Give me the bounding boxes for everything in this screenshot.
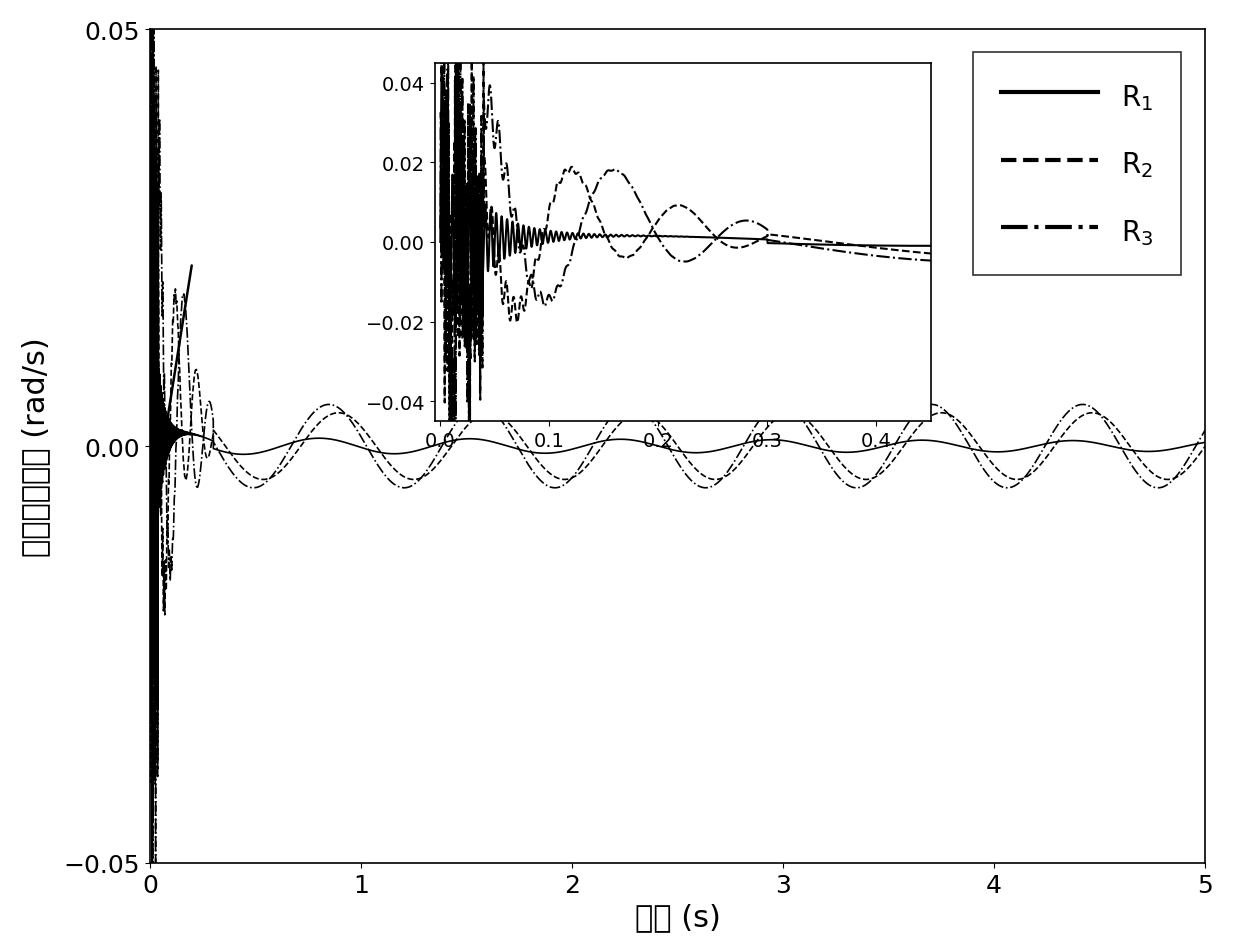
Y-axis label: 速度响应误差 (rad/s): 速度响应误差 (rad/s) [21,337,49,556]
Legend: R$_1$, R$_2$, R$_3$: R$_1$, R$_2$, R$_3$ [974,52,1181,276]
X-axis label: 时间 (s): 时间 (s) [634,902,721,931]
